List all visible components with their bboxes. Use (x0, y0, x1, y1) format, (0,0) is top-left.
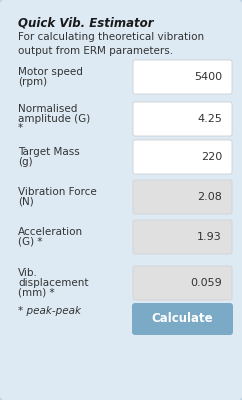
Text: (mm) *: (mm) * (18, 288, 55, 298)
Text: * peak-peak: * peak-peak (18, 306, 81, 316)
Text: Normalised: Normalised (18, 104, 77, 114)
FancyBboxPatch shape (133, 140, 232, 174)
Text: (rpm): (rpm) (18, 77, 47, 87)
Text: 0.059: 0.059 (190, 278, 222, 288)
Text: 5400: 5400 (194, 72, 222, 82)
Text: 4.25: 4.25 (197, 114, 222, 124)
FancyBboxPatch shape (133, 220, 232, 254)
Text: (N): (N) (18, 197, 34, 207)
Text: 2.08: 2.08 (197, 192, 222, 202)
Text: (G) *: (G) * (18, 237, 43, 247)
FancyBboxPatch shape (133, 266, 232, 300)
Text: Vibration Force: Vibration Force (18, 187, 97, 197)
Text: Calculate: Calculate (152, 312, 213, 326)
Text: Motor speed: Motor speed (18, 67, 83, 77)
Text: 1.93: 1.93 (197, 232, 222, 242)
Text: Target Mass: Target Mass (18, 147, 80, 157)
FancyBboxPatch shape (133, 180, 232, 214)
FancyBboxPatch shape (133, 102, 232, 136)
Text: amplitude (G): amplitude (G) (18, 114, 90, 124)
Text: Quick Vib. Estimator: Quick Vib. Estimator (18, 17, 153, 30)
Text: Acceleration: Acceleration (18, 227, 83, 237)
FancyBboxPatch shape (133, 60, 232, 94)
Text: displacement: displacement (18, 278, 89, 288)
FancyBboxPatch shape (132, 303, 233, 335)
Text: (g): (g) (18, 157, 33, 167)
Text: For calculating theoretical vibration
output from ERM parameters.: For calculating theoretical vibration ou… (18, 32, 204, 56)
Text: Vib.: Vib. (18, 268, 38, 278)
Text: *: * (18, 124, 23, 134)
Text: 220: 220 (201, 152, 222, 162)
